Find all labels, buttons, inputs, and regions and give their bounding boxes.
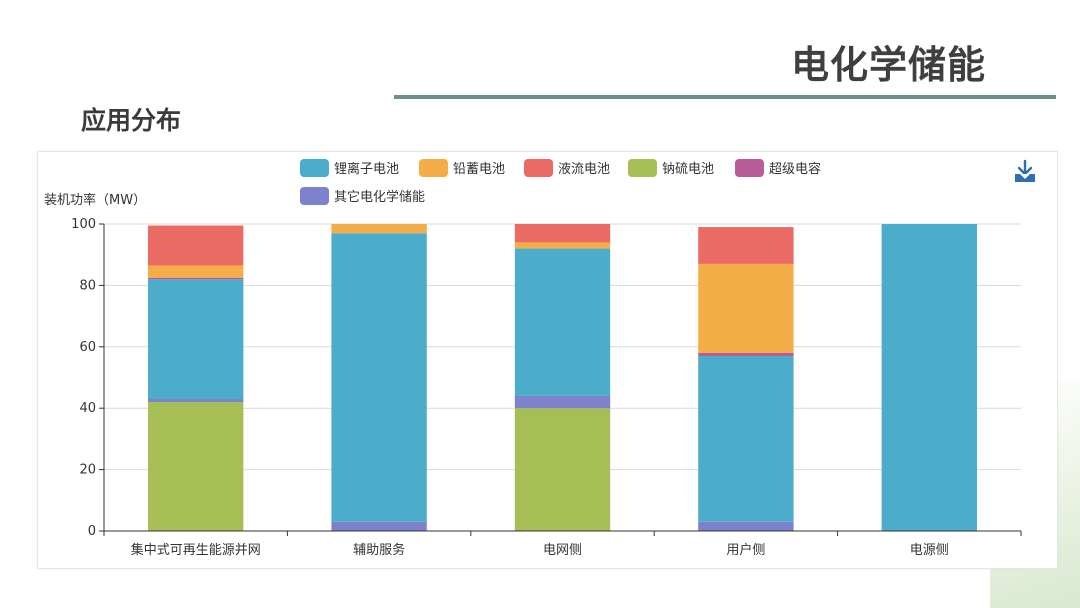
title-divider <box>394 95 1056 99</box>
legend-label: 液流电池 <box>558 162 610 177</box>
x-tick-label: 电源侧 <box>910 543 949 558</box>
legend-label: 铅蓄电池 <box>453 162 505 177</box>
bar-segment[interactable] <box>698 352 794 357</box>
y-tick-label: 100 <box>71 217 96 232</box>
y-tick-label: 60 <box>79 340 96 355</box>
bar-segment[interactable] <box>698 356 794 522</box>
legend-item[interactable]: 锂离子电池 <box>300 159 399 177</box>
legend-swatch <box>419 159 448 177</box>
legend-item[interactable]: 其它电化学储能 <box>300 187 425 205</box>
y-tick-label: 80 <box>79 278 96 293</box>
legend-swatch <box>524 159 553 177</box>
stacked-bar-chart: 0 20 40 60 80 100 集中式可再生能源并网 辅助服务 电网侧 用户侧 电源侧 锂离子电… <box>44 159 1037 558</box>
x-tick-label: 辅助服务 <box>353 542 405 558</box>
section-title: 应用分布 <box>81 106 182 135</box>
bar-segment[interactable] <box>514 408 611 531</box>
legend-swatch <box>300 187 329 205</box>
x-tick-label: 集中式可再生能源并网 <box>131 542 261 558</box>
bar-segment[interactable] <box>698 227 794 264</box>
y-axis-label: 装机功率（MW） <box>44 192 146 208</box>
bar-segment[interactable] <box>148 225 244 266</box>
x-tick-label: 电网侧 <box>543 543 582 558</box>
legend-label: 超级电容 <box>769 161 821 177</box>
legend-item[interactable]: 铅蓄电池 <box>419 159 505 177</box>
legend-swatch <box>300 159 329 177</box>
bar-segment[interactable] <box>331 224 427 234</box>
axes: 0 20 40 60 80 100 集中式可再生能源并网 辅助服务 电网侧 用户侧 电源侧 <box>71 217 1022 558</box>
y-tick-label: 40 <box>79 401 96 416</box>
bar-segment[interactable] <box>331 521 427 531</box>
download-icon[interactable] <box>1013 159 1037 184</box>
bar-segment[interactable] <box>881 224 977 531</box>
y-tick-label: 20 <box>79 463 96 478</box>
bars <box>148 224 977 531</box>
bar-segment[interactable] <box>148 277 244 280</box>
chart-panel: 0 20 40 60 80 100 集中式可再生能源并网 辅助服务 电网侧 用户侧 电源侧 锂离子电… <box>37 151 1058 569</box>
bar-segment[interactable] <box>698 521 794 531</box>
bar-segment[interactable] <box>514 242 611 249</box>
legend-swatch <box>628 159 657 177</box>
bar-segment[interactable] <box>514 224 611 243</box>
x-tick-label: 用户侧 <box>726 542 765 558</box>
bar-segment[interactable] <box>148 402 244 531</box>
legend-item[interactable]: 超级电容 <box>735 159 821 177</box>
bar-segment[interactable] <box>514 248 611 396</box>
bar-segment[interactable] <box>148 279 244 399</box>
legend-label: 其它电化学储能 <box>334 189 425 205</box>
legend-item[interactable]: 钠硫电池 <box>628 159 714 177</box>
bar-segment[interactable] <box>698 263 794 353</box>
y-tick-label: 0 <box>88 524 96 539</box>
legend-label: 锂离子电池 <box>334 161 399 177</box>
bar-segment[interactable] <box>331 233 427 522</box>
legend-item[interactable]: 液流电池 <box>524 159 610 177</box>
bar-segment[interactable] <box>148 398 244 403</box>
bar-segment[interactable] <box>514 395 611 409</box>
slide-title: 电化学储能 <box>790 43 986 87</box>
legend-swatch <box>735 159 764 177</box>
legend-label: 钠硫电池 <box>662 162 714 177</box>
bar-segment[interactable] <box>148 265 244 278</box>
